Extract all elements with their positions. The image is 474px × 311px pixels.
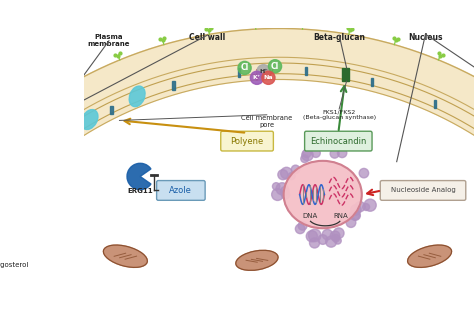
Text: Nucleoside Analog: Nucleoside Analog: [391, 188, 456, 193]
Ellipse shape: [236, 250, 278, 270]
Circle shape: [272, 188, 283, 201]
Text: Echinocandin: Echinocandin: [310, 137, 366, 146]
Circle shape: [292, 165, 300, 174]
Circle shape: [359, 168, 369, 178]
Bar: [434, 100, 436, 108]
Text: K⁺: K⁺: [253, 75, 261, 80]
Text: Polyene: Polyene: [230, 137, 264, 146]
Circle shape: [346, 218, 356, 227]
Circle shape: [337, 148, 347, 158]
Circle shape: [298, 221, 307, 230]
Circle shape: [306, 231, 318, 242]
Bar: [342, 68, 349, 81]
Text: Na: Na: [264, 75, 273, 80]
Circle shape: [301, 155, 309, 163]
Circle shape: [310, 238, 319, 248]
Circle shape: [332, 234, 340, 242]
Bar: [173, 81, 175, 90]
Text: Cell wall: Cell wall: [190, 33, 226, 42]
Circle shape: [322, 230, 333, 240]
Circle shape: [311, 149, 320, 157]
Circle shape: [268, 60, 282, 73]
Text: Cell membrane
pore: Cell membrane pore: [241, 115, 292, 128]
Text: Beta-glucan: Beta-glucan: [313, 33, 365, 42]
Bar: [371, 78, 373, 86]
Text: Ergosterol: Ergosterol: [0, 262, 28, 268]
Circle shape: [334, 228, 344, 239]
Text: Azole: Azole: [169, 186, 192, 195]
Circle shape: [326, 236, 337, 247]
Ellipse shape: [81, 109, 98, 129]
Circle shape: [276, 183, 288, 195]
Circle shape: [330, 231, 340, 241]
Circle shape: [278, 170, 288, 180]
Circle shape: [302, 149, 313, 161]
Circle shape: [250, 71, 264, 84]
Circle shape: [335, 237, 341, 244]
Circle shape: [288, 173, 295, 180]
Circle shape: [355, 202, 365, 212]
Circle shape: [364, 199, 376, 211]
Bar: [110, 106, 113, 114]
Text: Nucleus: Nucleus: [408, 33, 443, 42]
Circle shape: [273, 183, 280, 190]
Circle shape: [330, 149, 339, 158]
Text: H⁺: H⁺: [259, 69, 268, 74]
Ellipse shape: [103, 245, 147, 267]
Text: Cl: Cl: [271, 62, 279, 71]
Text: Cl: Cl: [240, 63, 249, 72]
Circle shape: [318, 235, 328, 244]
Circle shape: [238, 61, 251, 75]
Circle shape: [303, 150, 311, 158]
Circle shape: [281, 167, 292, 179]
Ellipse shape: [408, 245, 452, 267]
Bar: [53, 141, 55, 149]
Text: RNA: RNA: [333, 213, 348, 219]
FancyBboxPatch shape: [305, 131, 372, 151]
FancyBboxPatch shape: [380, 181, 466, 200]
Circle shape: [295, 224, 305, 234]
Circle shape: [281, 187, 289, 196]
Circle shape: [309, 229, 321, 242]
Bar: [3, 185, 6, 193]
Polygon shape: [0, 29, 474, 311]
Bar: [238, 68, 240, 77]
Ellipse shape: [283, 161, 362, 228]
Circle shape: [363, 204, 370, 211]
Circle shape: [282, 191, 290, 199]
Circle shape: [257, 65, 270, 78]
Text: FKS1/FKS2
(Beta-glucan synthase): FKS1/FKS2 (Beta-glucan synthase): [302, 109, 376, 120]
Circle shape: [350, 210, 360, 220]
Circle shape: [351, 205, 361, 215]
Ellipse shape: [129, 86, 145, 107]
FancyBboxPatch shape: [221, 131, 273, 151]
Wedge shape: [127, 163, 151, 190]
Circle shape: [262, 71, 275, 84]
Text: ERG11: ERG11: [128, 188, 153, 194]
FancyBboxPatch shape: [156, 181, 205, 200]
Text: Plasma
membrane: Plasma membrane: [88, 34, 130, 47]
Bar: [305, 67, 307, 76]
Text: DNA: DNA: [302, 213, 317, 219]
Circle shape: [351, 211, 360, 220]
